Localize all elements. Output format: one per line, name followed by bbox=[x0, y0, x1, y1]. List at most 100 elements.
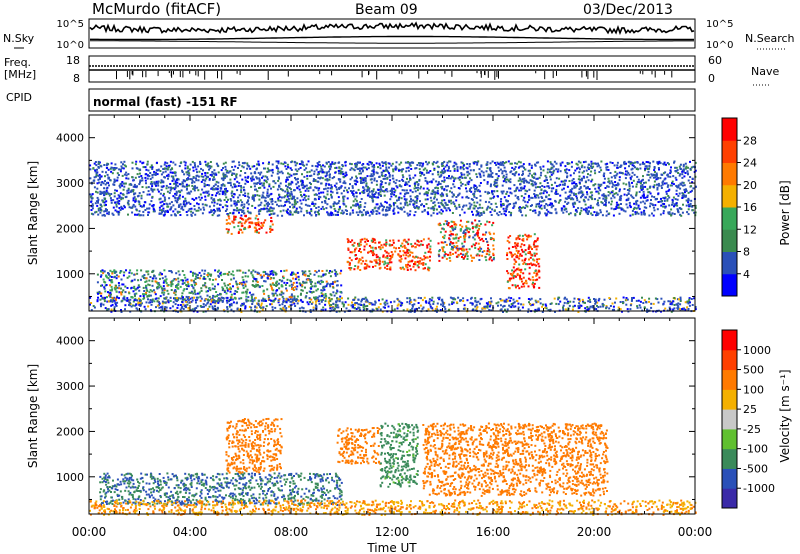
scatter-cell bbox=[367, 211, 370, 214]
scatter-cell bbox=[513, 275, 515, 278]
scatter-cell bbox=[574, 214, 577, 217]
scatter-cell bbox=[180, 279, 183, 282]
scatter-cell bbox=[348, 267, 351, 270]
scatter-cell bbox=[518, 206, 521, 209]
scatter-cell bbox=[455, 301, 458, 304]
scatter-cell bbox=[408, 310, 410, 313]
scatter-cell bbox=[372, 168, 375, 171]
scatter-cell bbox=[262, 306, 265, 309]
scatter-cell bbox=[346, 238, 349, 241]
scatter-cell bbox=[503, 210, 506, 213]
scatter-cell bbox=[482, 171, 485, 174]
scatter-cell bbox=[352, 303, 354, 306]
scatter-cell bbox=[218, 300, 221, 303]
scatter-cell bbox=[505, 310, 508, 313]
scatter-cell bbox=[195, 177, 197, 180]
scatter-cell bbox=[197, 206, 200, 209]
scatter-cell bbox=[386, 264, 389, 267]
scatter-cell bbox=[147, 190, 150, 193]
scatter-cell bbox=[311, 201, 314, 204]
scatter-cell bbox=[539, 182, 542, 185]
scatter-cell bbox=[355, 302, 358, 304]
scatter-cell bbox=[573, 297, 576, 300]
scatter-cell bbox=[590, 162, 593, 165]
scatter-cell bbox=[639, 167, 642, 170]
scatter-cell bbox=[618, 188, 621, 191]
scatter-cell bbox=[491, 191, 493, 194]
scatter-cell bbox=[206, 184, 209, 186]
scatter-cell bbox=[479, 194, 482, 197]
scatter-cell bbox=[639, 163, 642, 166]
scatter-cell bbox=[570, 198, 572, 201]
scatter-cell bbox=[337, 298, 340, 301]
scatter-cell bbox=[567, 195, 570, 198]
scatter-cell bbox=[691, 304, 694, 306]
scatter-cell bbox=[151, 280, 154, 283]
scatter-cell bbox=[370, 246, 373, 249]
scatter-cell bbox=[358, 169, 361, 172]
scatter-cell bbox=[117, 174, 120, 176]
scatter-cell bbox=[499, 304, 502, 307]
scatter-cell bbox=[208, 295, 211, 298]
scatter-cell bbox=[278, 193, 281, 196]
scatter-cell bbox=[407, 252, 410, 254]
scatter-cell bbox=[358, 250, 361, 252]
scatter-cell bbox=[525, 179, 527, 182]
scatter-cell bbox=[232, 160, 235, 163]
scatter-cell bbox=[417, 207, 420, 210]
scatter-cell bbox=[301, 285, 304, 288]
scatter-cell bbox=[536, 245, 539, 248]
scatter-cell bbox=[308, 297, 311, 300]
scatter-cell bbox=[455, 196, 458, 198]
scatter-cell bbox=[415, 201, 418, 204]
scatter-cell bbox=[362, 179, 365, 182]
scatter-cell bbox=[374, 300, 377, 303]
scatter-cell bbox=[439, 193, 442, 196]
scatter-cell bbox=[124, 291, 127, 294]
scatter-cell bbox=[237, 225, 240, 228]
scatter-cell bbox=[493, 195, 496, 198]
scatter-cell bbox=[204, 191, 207, 194]
scatter-cell bbox=[371, 246, 374, 249]
scatter-cell bbox=[123, 298, 126, 301]
scatter-cell bbox=[476, 306, 479, 309]
scatter-cell bbox=[174, 180, 177, 183]
scatter-cell bbox=[543, 205, 546, 207]
scatter-cell bbox=[613, 164, 616, 167]
scatter-cell bbox=[568, 169, 571, 172]
scatter-cell bbox=[307, 275, 310, 278]
scatter-cell bbox=[126, 276, 129, 279]
scatter-cell bbox=[629, 161, 632, 164]
scatter-cell bbox=[109, 269, 112, 272]
scatter-cell bbox=[224, 161, 227, 164]
scatter-cell bbox=[672, 183, 675, 186]
scatter-cell bbox=[529, 278, 532, 281]
scatter-cell bbox=[617, 306, 620, 309]
freq-left-tick-bottom: 8 bbox=[73, 72, 80, 85]
scatter-cell bbox=[443, 251, 446, 254]
scatter-cell bbox=[508, 279, 511, 282]
scatter-cell bbox=[565, 168, 568, 171]
scatter-cell bbox=[529, 209, 532, 211]
scatter-cell bbox=[482, 240, 485, 243]
scatter-cell bbox=[316, 296, 319, 299]
scatter-cell bbox=[155, 184, 157, 187]
scatter-cell bbox=[199, 193, 202, 196]
scatter-cell bbox=[226, 308, 229, 311]
scatter-cell bbox=[294, 273, 297, 276]
scatter-cell bbox=[657, 201, 660, 203]
scatter-cell bbox=[399, 169, 402, 172]
scatter-cell bbox=[503, 299, 506, 302]
scatter-cell bbox=[564, 296, 567, 299]
scatter-cell bbox=[550, 162, 553, 165]
scatter-cell bbox=[282, 277, 285, 279]
scatter-cell bbox=[115, 167, 118, 170]
scatter-cell bbox=[268, 185, 271, 188]
scatter-cell bbox=[329, 187, 332, 190]
scatter-cell bbox=[658, 184, 660, 187]
scatter-cell bbox=[255, 278, 258, 280]
scatter-cell bbox=[410, 260, 413, 263]
scatter-cell bbox=[647, 173, 650, 176]
scatter-cell bbox=[187, 306, 190, 309]
scatter-cell bbox=[324, 273, 327, 276]
